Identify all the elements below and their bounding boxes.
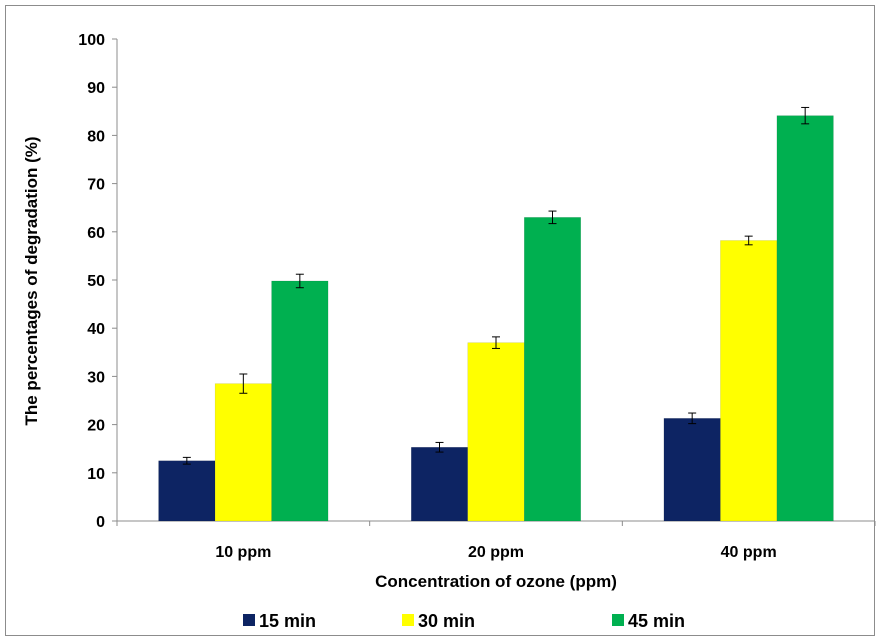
legend-label: 30 min bbox=[418, 611, 475, 631]
legend-swatch bbox=[402, 614, 414, 626]
bar bbox=[720, 240, 778, 522]
bar bbox=[158, 460, 216, 522]
bar bbox=[411, 447, 468, 522]
bar bbox=[663, 418, 721, 522]
tick-labels: 0 10 20 30 40 50 60 70 80 90 100 10 ppm 20 ppm 40 ppm bbox=[78, 32, 776, 561]
y-tick-label: 20 bbox=[87, 418, 105, 435]
bar bbox=[271, 280, 329, 522]
y-tick-label: 30 bbox=[87, 369, 105, 386]
legend: 15 min 30 min 45 min bbox=[243, 611, 685, 631]
legend-swatch bbox=[612, 614, 624, 626]
bar bbox=[776, 115, 834, 522]
y-axis-title: The percentages of degradation (%) bbox=[22, 136, 41, 425]
error-bars bbox=[182, 106, 810, 465]
bar bbox=[467, 342, 525, 522]
bar bbox=[214, 383, 272, 522]
y-tick-label: 90 bbox=[87, 80, 105, 97]
y-tick-label: 100 bbox=[78, 32, 105, 49]
y-tick-label: 0 bbox=[96, 514, 105, 531]
bars bbox=[158, 115, 834, 522]
y-tick-label: 80 bbox=[87, 128, 105, 145]
x-tick-label: 10 ppm bbox=[215, 544, 271, 561]
y-tick-label: 10 bbox=[87, 466, 105, 483]
legend-swatch bbox=[243, 614, 255, 626]
x-axis-title: Concentration of ozone (ppm) bbox=[375, 572, 617, 591]
y-tick-label: 60 bbox=[87, 225, 105, 242]
bar bbox=[524, 217, 581, 522]
legend-label: 45 min bbox=[628, 611, 685, 631]
y-tick-label: 40 bbox=[87, 321, 105, 338]
y-tick-label: 70 bbox=[87, 177, 105, 194]
legend-label: 15 min bbox=[259, 611, 316, 631]
x-tick-label: 40 ppm bbox=[721, 544, 777, 561]
y-tick-label: 50 bbox=[87, 273, 105, 290]
x-tick-label: 20 ppm bbox=[468, 544, 524, 561]
